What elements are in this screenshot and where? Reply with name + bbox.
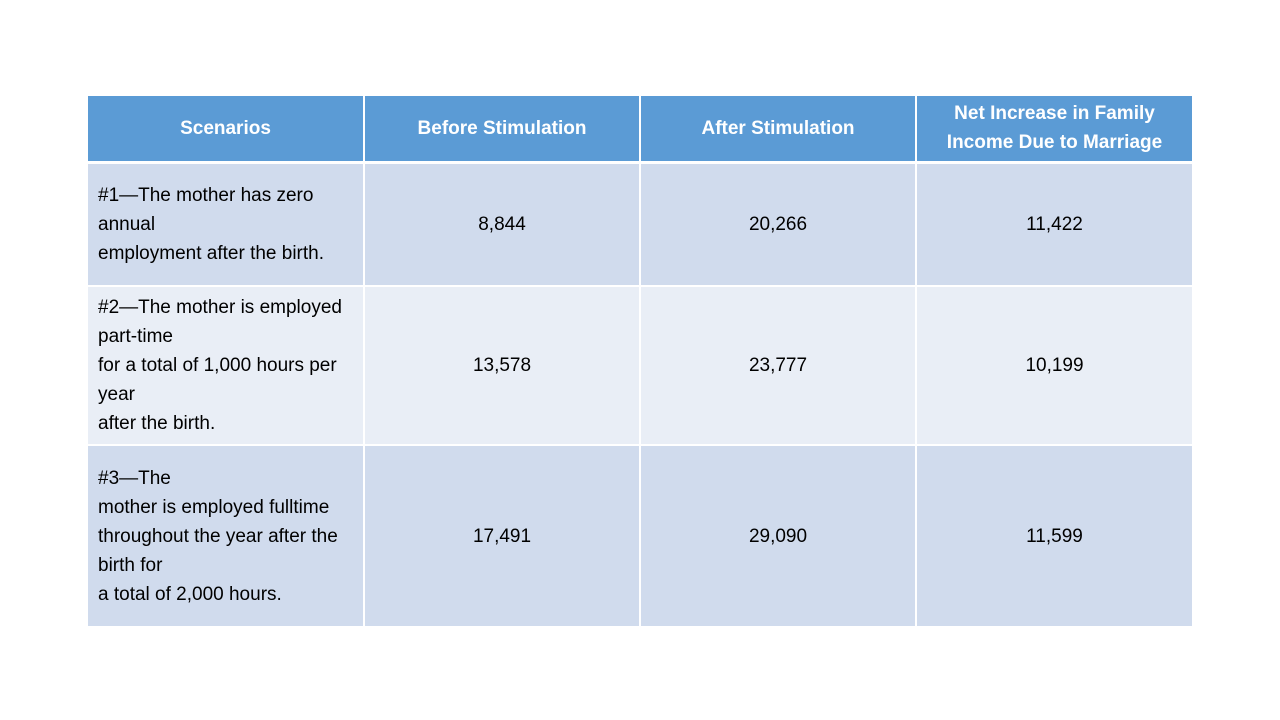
scenario-cell: #1—The mother has zero annual employment… [88,162,365,287]
table-row: #3—The mother is employed fulltime throu… [88,445,1192,628]
scenario-text-line: #1—The mother has zero annual [98,184,314,235]
header-net-increase: Net Increase in Family Income Due to Mar… [915,96,1192,164]
table-row: #2—The mother is employed part-time for … [88,286,1192,446]
header-before-stimulation: Before Stimulation [363,96,641,164]
after-value: 29,090 [639,445,917,628]
scenario-text-line: for a total of 1,000 hours per year [98,355,337,405]
scenario-text-line: mother is employed fulltime [98,496,330,518]
scenario-cell: #2—The mother is employed part-time for … [88,286,365,446]
scenario-cell: #3—The mother is employed fulltime throu… [88,445,365,628]
scenario-text-line: after the birth. [98,413,216,434]
after-value: 20,266 [639,162,917,287]
table-row: #1—The mother has zero annual employment… [88,162,1192,287]
scenario-text-line: #3—The [98,467,171,489]
scenario-text-line: throughout the year after the birth for [98,525,338,576]
net-value: 11,422 [915,162,1192,287]
header-after-stimulation: After Stimulation [639,96,917,164]
scenario-text-line: a total of 2,000 hours. [98,583,282,605]
header-scenarios: Scenarios [88,96,365,164]
before-value: 13,578 [363,286,641,446]
scenario-table: Scenarios Before Stimulation After Stimu… [88,96,1192,628]
after-value: 23,777 [639,286,917,446]
scenario-text-line: #2—The mother is employed part-time [98,297,342,347]
scenario-text-line: employment after the birth. [98,242,324,264]
net-value: 11,599 [915,445,1192,628]
net-value: 10,199 [915,286,1192,446]
before-value: 17,491 [363,445,641,628]
before-value: 8,844 [363,162,641,287]
header-row: Scenarios Before Stimulation After Stimu… [88,96,1192,164]
